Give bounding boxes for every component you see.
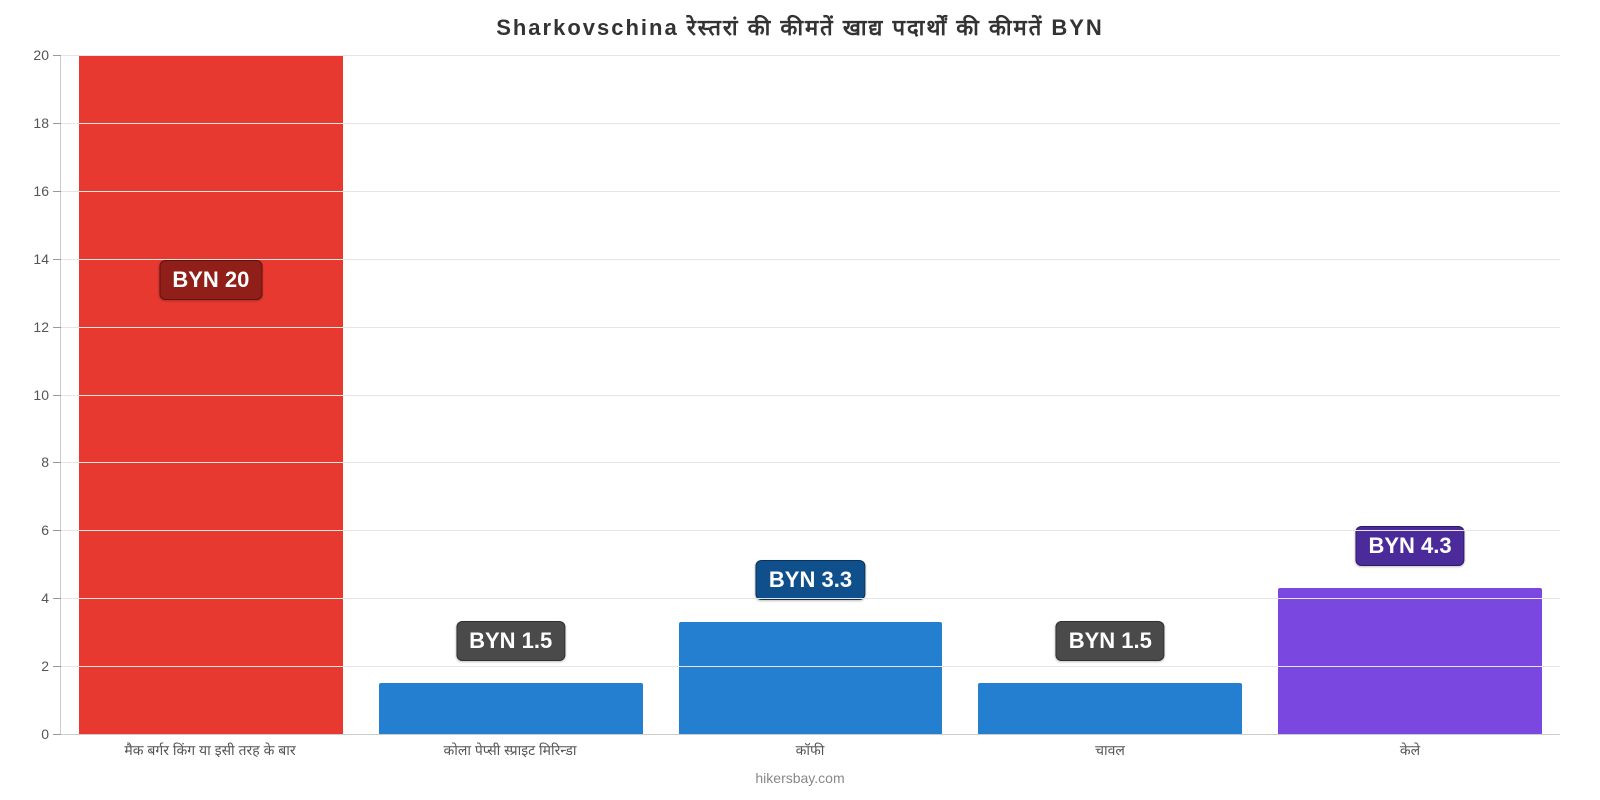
y-axis-label: 8 bbox=[41, 454, 61, 470]
chart-title: Sharkovschina रेस्तरां की कीमतें खाद्य प… bbox=[0, 12, 1600, 42]
price-bar-chart: Sharkovschina रेस्तरां की कीमतें खाद्य प… bbox=[0, 0, 1600, 800]
x-axis-label: चावल bbox=[960, 741, 1260, 760]
x-axis-label: कॉफी bbox=[660, 741, 960, 760]
y-axis-label: 14 bbox=[33, 251, 61, 267]
value-badge: BYN 20 bbox=[159, 260, 262, 300]
y-axis-label: 12 bbox=[33, 319, 61, 335]
y-axis-label: 20 bbox=[33, 47, 61, 63]
y-axis-label: 2 bbox=[41, 658, 61, 674]
value-badge: BYN 3.3 bbox=[756, 560, 865, 600]
gridline bbox=[61, 55, 1560, 56]
bar bbox=[679, 622, 943, 734]
value-badge: BYN 1.5 bbox=[456, 621, 565, 661]
y-axis-label: 6 bbox=[41, 522, 61, 538]
gridline bbox=[61, 259, 1560, 260]
y-axis-label: 4 bbox=[41, 590, 61, 606]
value-badge: BYN 4.3 bbox=[1356, 526, 1465, 566]
gridline bbox=[61, 666, 1560, 667]
gridline bbox=[61, 395, 1560, 396]
plot-area: BYN 20BYN 1.5BYN 3.3BYN 1.5BYN 4.3 02468… bbox=[60, 55, 1560, 735]
y-axis-label: 16 bbox=[33, 183, 61, 199]
gridline bbox=[61, 191, 1560, 192]
gridline bbox=[61, 462, 1560, 463]
y-axis-label: 18 bbox=[33, 115, 61, 131]
x-axis-label: केले bbox=[1260, 741, 1560, 760]
gridline bbox=[61, 530, 1560, 531]
bar bbox=[1278, 588, 1542, 734]
gridline bbox=[61, 123, 1560, 124]
gridline bbox=[61, 598, 1560, 599]
value-badge: BYN 1.5 bbox=[1056, 621, 1165, 661]
y-axis-label: 10 bbox=[33, 387, 61, 403]
bar bbox=[379, 683, 643, 734]
gridline bbox=[61, 327, 1560, 328]
bar bbox=[978, 683, 1242, 734]
x-axis-label: कोला पेप्सी स्प्राइट मिरिन्डा bbox=[360, 741, 660, 760]
x-axis-labels: मैक बर्गर किंग या इसी तरह के बारकोला पेप… bbox=[60, 741, 1560, 760]
x-axis-label: मैक बर्गर किंग या इसी तरह के बार bbox=[60, 741, 360, 760]
attribution-text: hikersbay.com bbox=[0, 770, 1600, 786]
y-axis-label: 0 bbox=[41, 726, 61, 742]
